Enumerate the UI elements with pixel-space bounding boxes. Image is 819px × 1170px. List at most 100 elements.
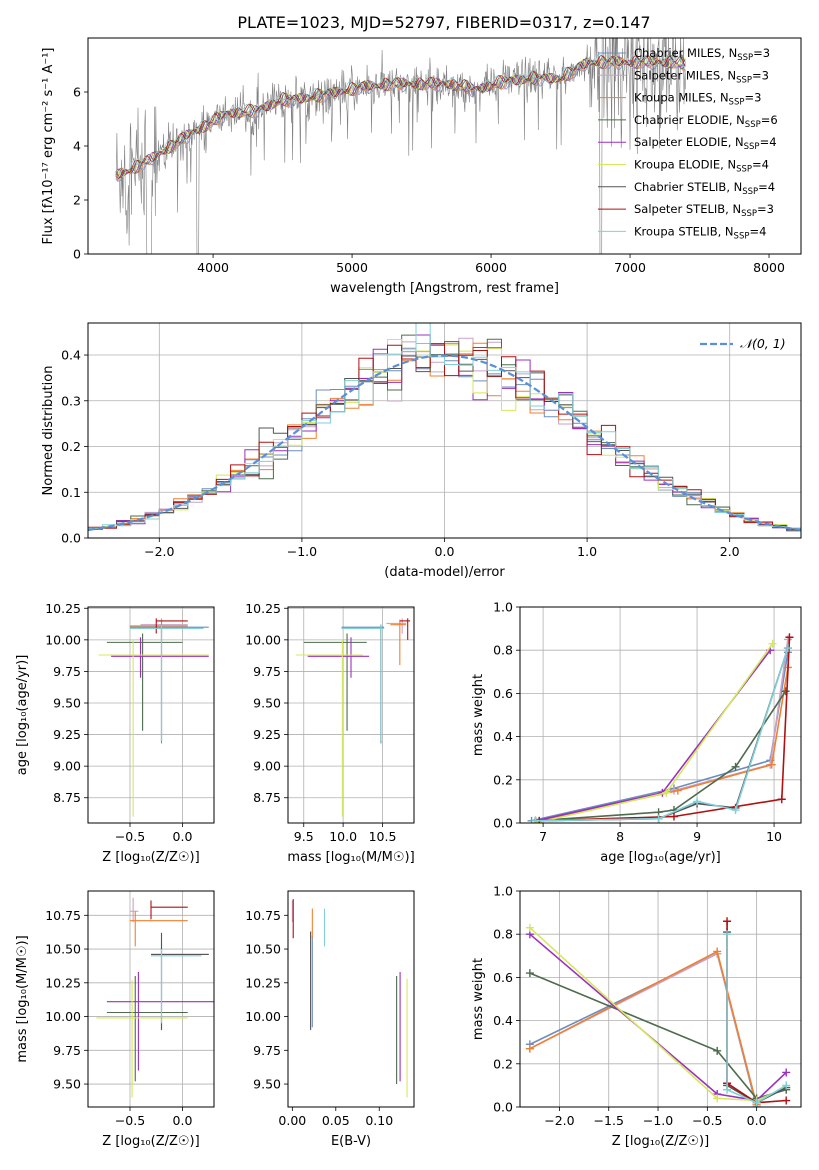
- y-tick-label: 9.75: [253, 664, 281, 679]
- weight-marker-kroupa_stelib: [531, 816, 540, 823]
- x-tick-label: 7: [539, 829, 547, 844]
- y-tick-label: 10.25: [45, 601, 81, 616]
- axes-frame: [287, 890, 415, 1108]
- x-tick-label: 0.10: [365, 1113, 393, 1128]
- x-tick-label: 8: [616, 829, 624, 844]
- x-axis-label: E(B-V): [331, 1134, 371, 1149]
- y-tick-label: 0.1: [61, 485, 81, 500]
- y-axis-label: mass weight: [471, 674, 486, 756]
- plot-area: [527, 633, 794, 823]
- x-axis-label: wavelength [Angstrom, rest frame]: [330, 281, 559, 296]
- x-axis-label: Z [log₁₀(Z/Z☉)]: [612, 1134, 709, 1149]
- weight-marker-kroupa_stelib: [731, 806, 740, 815]
- y-tick-label: 10.25: [245, 601, 281, 616]
- weight-line-chabrier_elodie: [535, 690, 787, 822]
- weight-marker-kroupa_stelib: [782, 1081, 791, 1090]
- legend: Chabrier MILES, NSSP=3 Salpeter MILES, NS…: [598, 46, 778, 241]
- histogram-salpeter_stelib: [88, 343, 801, 530]
- y-tick-label: 9.75: [53, 1043, 81, 1058]
- y-tick-label: 9.50: [253, 1077, 281, 1092]
- legend: 𝒩(0, 1): [700, 336, 786, 351]
- plot-area: [88, 323, 801, 532]
- x-axis-label: age [log₁₀(age/yr)]: [600, 850, 721, 865]
- y-tick-label: 0.0: [493, 816, 513, 831]
- weight-marker-salpeter_stelib: [777, 795, 786, 804]
- y-tick-label: 10.25: [245, 975, 281, 990]
- legend-label: Kroupa ELODIE, NSSP=4: [634, 158, 769, 175]
- y-tick-label: 9.00: [53, 759, 81, 774]
- x-tick-label: −1.0: [287, 544, 317, 559]
- histogram-kroupa_stelib: [88, 323, 801, 529]
- x-tick-label: 8000: [753, 260, 785, 275]
- weight-line-kroupa_stelib: [726, 934, 787, 1104]
- weight-marker-chabrier_elodie: [781, 687, 790, 696]
- x-tick-label: 0.0: [435, 544, 455, 559]
- model-kroupa_stelib: [115, 53, 686, 180]
- y-tick-label: 1.0: [493, 600, 513, 615]
- y-tick-label: 9.50: [53, 1077, 81, 1092]
- legend-label: Chabrier STELIB, NSSP=4: [634, 180, 775, 197]
- x-axis-label: mass [log₁₀(M/M☉)]: [287, 850, 414, 865]
- y-tick-label: 10.75: [45, 908, 81, 923]
- y-axis-label: mass [log₁₀(M/M☉)]: [15, 935, 30, 1062]
- x-axis-label: Z [log₁₀(Z/Z☉)]: [102, 850, 199, 865]
- y-tick-label: 9.75: [253, 1043, 281, 1058]
- data-spectrum: [115, 38, 686, 254]
- y-tick-label: 10.75: [245, 908, 281, 923]
- weight-marker-kroupa_stelib: [752, 1098, 761, 1107]
- legend-label: Chabrier MILES, NSSP=3: [634, 46, 770, 63]
- legend-label: Chabrier ELODIE, NSSP=6: [634, 113, 778, 130]
- panel-spectrum: 4000 5000 6000 7000 8000 0 2 4 6 wavelength [Angs…: [41, 37, 802, 296]
- legend-label: 𝒩(0, 1): [740, 336, 786, 351]
- x-tick-label: 1.0: [577, 544, 597, 559]
- y-tick-label: 10.25: [45, 975, 81, 990]
- y-tick-label: 2: [73, 193, 81, 208]
- panel-weight_vs_age: 7 8 9 10 0.0 0.2 0.4 0.6 0.8 1.0 age [log₁₀(age/yr…: [471, 600, 802, 865]
- y-axis-label: age [log₁₀(age/yr)]: [15, 655, 30, 776]
- y-tick-label: 0.6: [493, 970, 513, 985]
- weight-marker-kroupa_elodie: [525, 923, 534, 932]
- legend-label: Kroupa MILES, NSSP=3: [634, 91, 761, 108]
- y-tick-label: 0.8: [493, 643, 513, 658]
- weight-marker-chabrier_elodie: [713, 1046, 722, 1055]
- plot-area: [115, 38, 686, 254]
- y-tick-label: 9.50: [253, 696, 281, 711]
- plot-area: [98, 618, 209, 817]
- y-tick-label: 0.4: [493, 1013, 513, 1028]
- y-tick-label: 0.4: [61, 348, 81, 363]
- y-tick-label: 0.2: [493, 1056, 513, 1071]
- y-tick-label: 0.3: [61, 393, 81, 408]
- x-tick-label: 0.0: [173, 829, 193, 844]
- y-tick-label: 1.0: [493, 884, 513, 899]
- y-tick-label: 10.50: [245, 942, 281, 957]
- legend-label: Salpeter MILES, NSSP=3: [634, 68, 769, 85]
- weight-marker-salpeter_elodie: [782, 1068, 791, 1077]
- y-tick-label: 9.25: [253, 727, 281, 742]
- x-tick-label: 10: [766, 829, 782, 844]
- plot-area: [291, 899, 408, 1098]
- figure-title: PLATE=1023, MJD=52797, FIBERID=0317, z=0…: [237, 13, 650, 32]
- y-tick-label: 9.25: [53, 727, 81, 742]
- panel-mass_vs_Z: −0.5 0.0 9.50 9.75 10.00 10.25 10.50 10.75 Z [lo…: [15, 890, 215, 1149]
- panel-weight_vs_Z: −2.0 −1.5 −1.0 −0.5 0.0 0.0 0.2 0.4 0.6 0.8 1.0 Z […: [471, 884, 802, 1149]
- weight-marker-kroupa_miles: [767, 760, 776, 769]
- panel-age_vs_mass: 9.5 10.0 10.5 8.75 9.00 9.25 9.50 9.75 10.00 10.2…: [245, 601, 414, 865]
- y-tick-label: 8.75: [253, 790, 281, 805]
- weight-marker-chabrier_elodie: [525, 969, 534, 978]
- x-tick-label: 0.0: [747, 1113, 767, 1128]
- axes-frame: [87, 890, 215, 1108]
- y-axis-label: mass weight: [471, 958, 486, 1040]
- model-chabrier_stelib: [115, 55, 686, 179]
- normal-curve: [88, 354, 801, 532]
- weight-marker-salpeter_stelib: [669, 812, 678, 821]
- model-salpeter_elodie: [115, 55, 686, 176]
- x-tick-label: 10.0: [329, 829, 357, 844]
- panel-residuals: −2.0 −1.0 0.0 1.0 2.0 0.0 0.1 0.2 0.3 0.4 (data-mo…: [41, 322, 802, 580]
- x-tick-label: 9: [693, 829, 701, 844]
- y-axis-label: Flux [fλ10⁻¹⁷ erg cm⁻² s⁻¹ A⁻¹]: [41, 48, 56, 245]
- legend-label: Salpeter STELIB, NSSP=3: [634, 202, 774, 219]
- x-tick-label: 2.0: [720, 544, 740, 559]
- weight-line-salpeter_miles: [529, 952, 758, 1106]
- x-tick-label: 0.00: [278, 1113, 306, 1128]
- axes-frame: [87, 37, 802, 255]
